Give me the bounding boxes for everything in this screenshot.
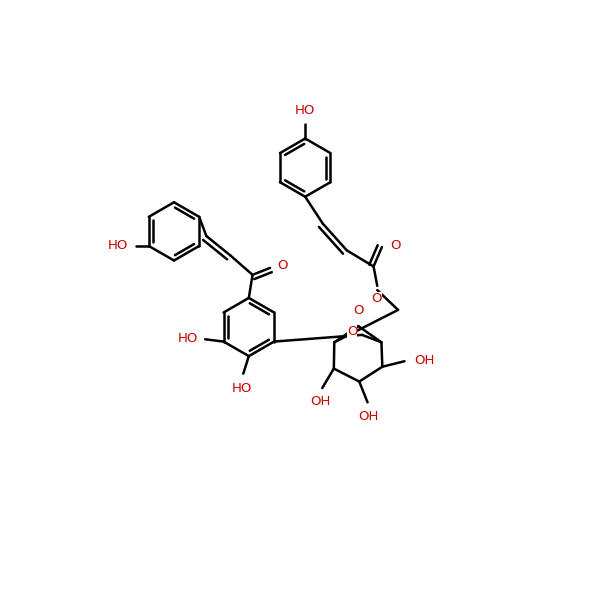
Text: O: O — [347, 325, 358, 338]
Text: O: O — [353, 304, 364, 317]
Text: OH: OH — [358, 410, 378, 423]
Text: OH: OH — [311, 395, 331, 409]
Text: O: O — [390, 239, 401, 252]
Text: HO: HO — [178, 332, 198, 345]
Text: HO: HO — [295, 104, 315, 117]
Text: OH: OH — [414, 354, 434, 367]
Text: O: O — [277, 259, 288, 272]
Text: HO: HO — [108, 239, 128, 253]
Text: HO: HO — [232, 382, 253, 395]
Text: O: O — [371, 292, 382, 305]
